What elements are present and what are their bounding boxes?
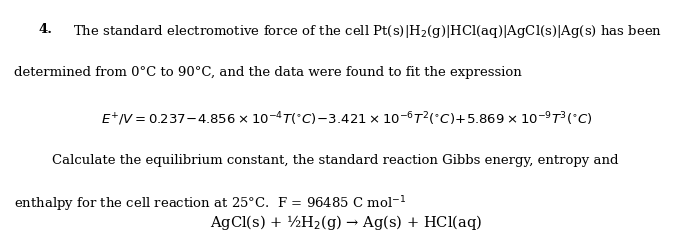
Text: AgCl(s) + ½H$_2$(g) → Ag(s) + HCl(aq): AgCl(s) + ½H$_2$(g) → Ag(s) + HCl(aq) [211, 213, 482, 232]
Text: $E^{\!+}\!/V = 0.237\!-\!4.856\times10^{-4}T({}^{\circ}C)\!-\!3.421\times10^{-6}: $E^{\!+}\!/V = 0.237\!-\!4.856\times10^{… [100, 110, 593, 128]
Text: The standard electromotive force of the cell Pt(s)|H$_2$(g)|HCl(aq)|AgCl(s)|Ag(s: The standard electromotive force of the … [73, 23, 662, 40]
Text: 4.: 4. [38, 23, 52, 37]
Text: determined from 0°C to 90°C, and the data were found to fit the expression: determined from 0°C to 90°C, and the dat… [14, 66, 522, 79]
Text: Calculate the equilibrium constant, the standard reaction Gibbs energy, entropy : Calculate the equilibrium constant, the … [52, 154, 618, 168]
Text: enthalpy for the cell reaction at 25°C.  F = 96485 C mol$^{-1}$: enthalpy for the cell reaction at 25°C. … [14, 194, 406, 214]
